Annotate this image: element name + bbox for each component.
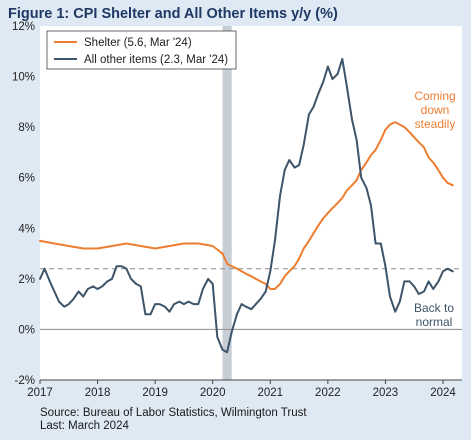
x-tick-label: 2024 <box>430 387 456 399</box>
series-layer <box>39 57 454 354</box>
x-axis-ticks: 2017 2018 2019 2020 2021 2022 2023 2024 <box>27 379 462 399</box>
y-tick-label: 2% <box>18 274 35 286</box>
shelter-annotation: Coming down steadily <box>414 89 455 131</box>
x-tick-label: 2020 <box>200 387 226 399</box>
other-annotation-line-2: normal <box>416 315 453 329</box>
x-tick-label: 2018 <box>85 387 111 399</box>
plot-area <box>40 26 462 380</box>
recession-band-layer <box>222 26 232 380</box>
shelter-line <box>39 121 454 290</box>
source-text: Source: Bureau of Labor Statistics, Wilm… <box>40 407 307 419</box>
all-other-items-line <box>39 57 454 354</box>
x-tick-label: 2021 <box>257 387 283 399</box>
chart-title: Figure 1: CPI Shelter and All Other Item… <box>8 6 338 22</box>
y-axis-ticks: -2% 0% 2% 4% 6% 8% 10% 12% <box>12 21 35 387</box>
y-tick-label: 0% <box>18 324 35 336</box>
legend: Shelter (5.6, Mar '24) All other items (… <box>46 30 237 70</box>
shelter-annotation-line-2: down <box>421 103 450 117</box>
y-tick-label: 8% <box>18 122 35 134</box>
y-tick-label: 6% <box>18 173 35 185</box>
y-tick-label: -2% <box>15 375 35 387</box>
shelter-annotation-line-3: steadily <box>415 117 456 131</box>
shelter-annotation-line-1: Coming <box>414 89 455 103</box>
legend-label-other: All other items (2.3, Mar '24) <box>84 54 228 66</box>
x-tick-label: 2023 <box>373 387 399 399</box>
x-tick-label: 2019 <box>142 387 168 399</box>
other-annotation-line-1: Back to <box>414 301 454 315</box>
recession-band <box>222 26 232 380</box>
x-tick-label: 2022 <box>315 387 341 399</box>
y-tick-label: 10% <box>12 72 35 84</box>
last-updated-text: Last: March 2024 <box>40 420 129 432</box>
legend-label-shelter: Shelter (5.6, Mar '24) <box>84 37 192 49</box>
reference-lines-layer <box>40 268 462 330</box>
y-tick-label: 4% <box>18 223 35 235</box>
y-tick-label: 12% <box>12 21 35 33</box>
legend-box <box>46 30 237 70</box>
other-annotation: Back to normal <box>414 301 454 329</box>
source-note: Source: Bureau of Labor Statistics, Wilm… <box>40 407 307 433</box>
x-tick-label: 2017 <box>27 387 53 399</box>
